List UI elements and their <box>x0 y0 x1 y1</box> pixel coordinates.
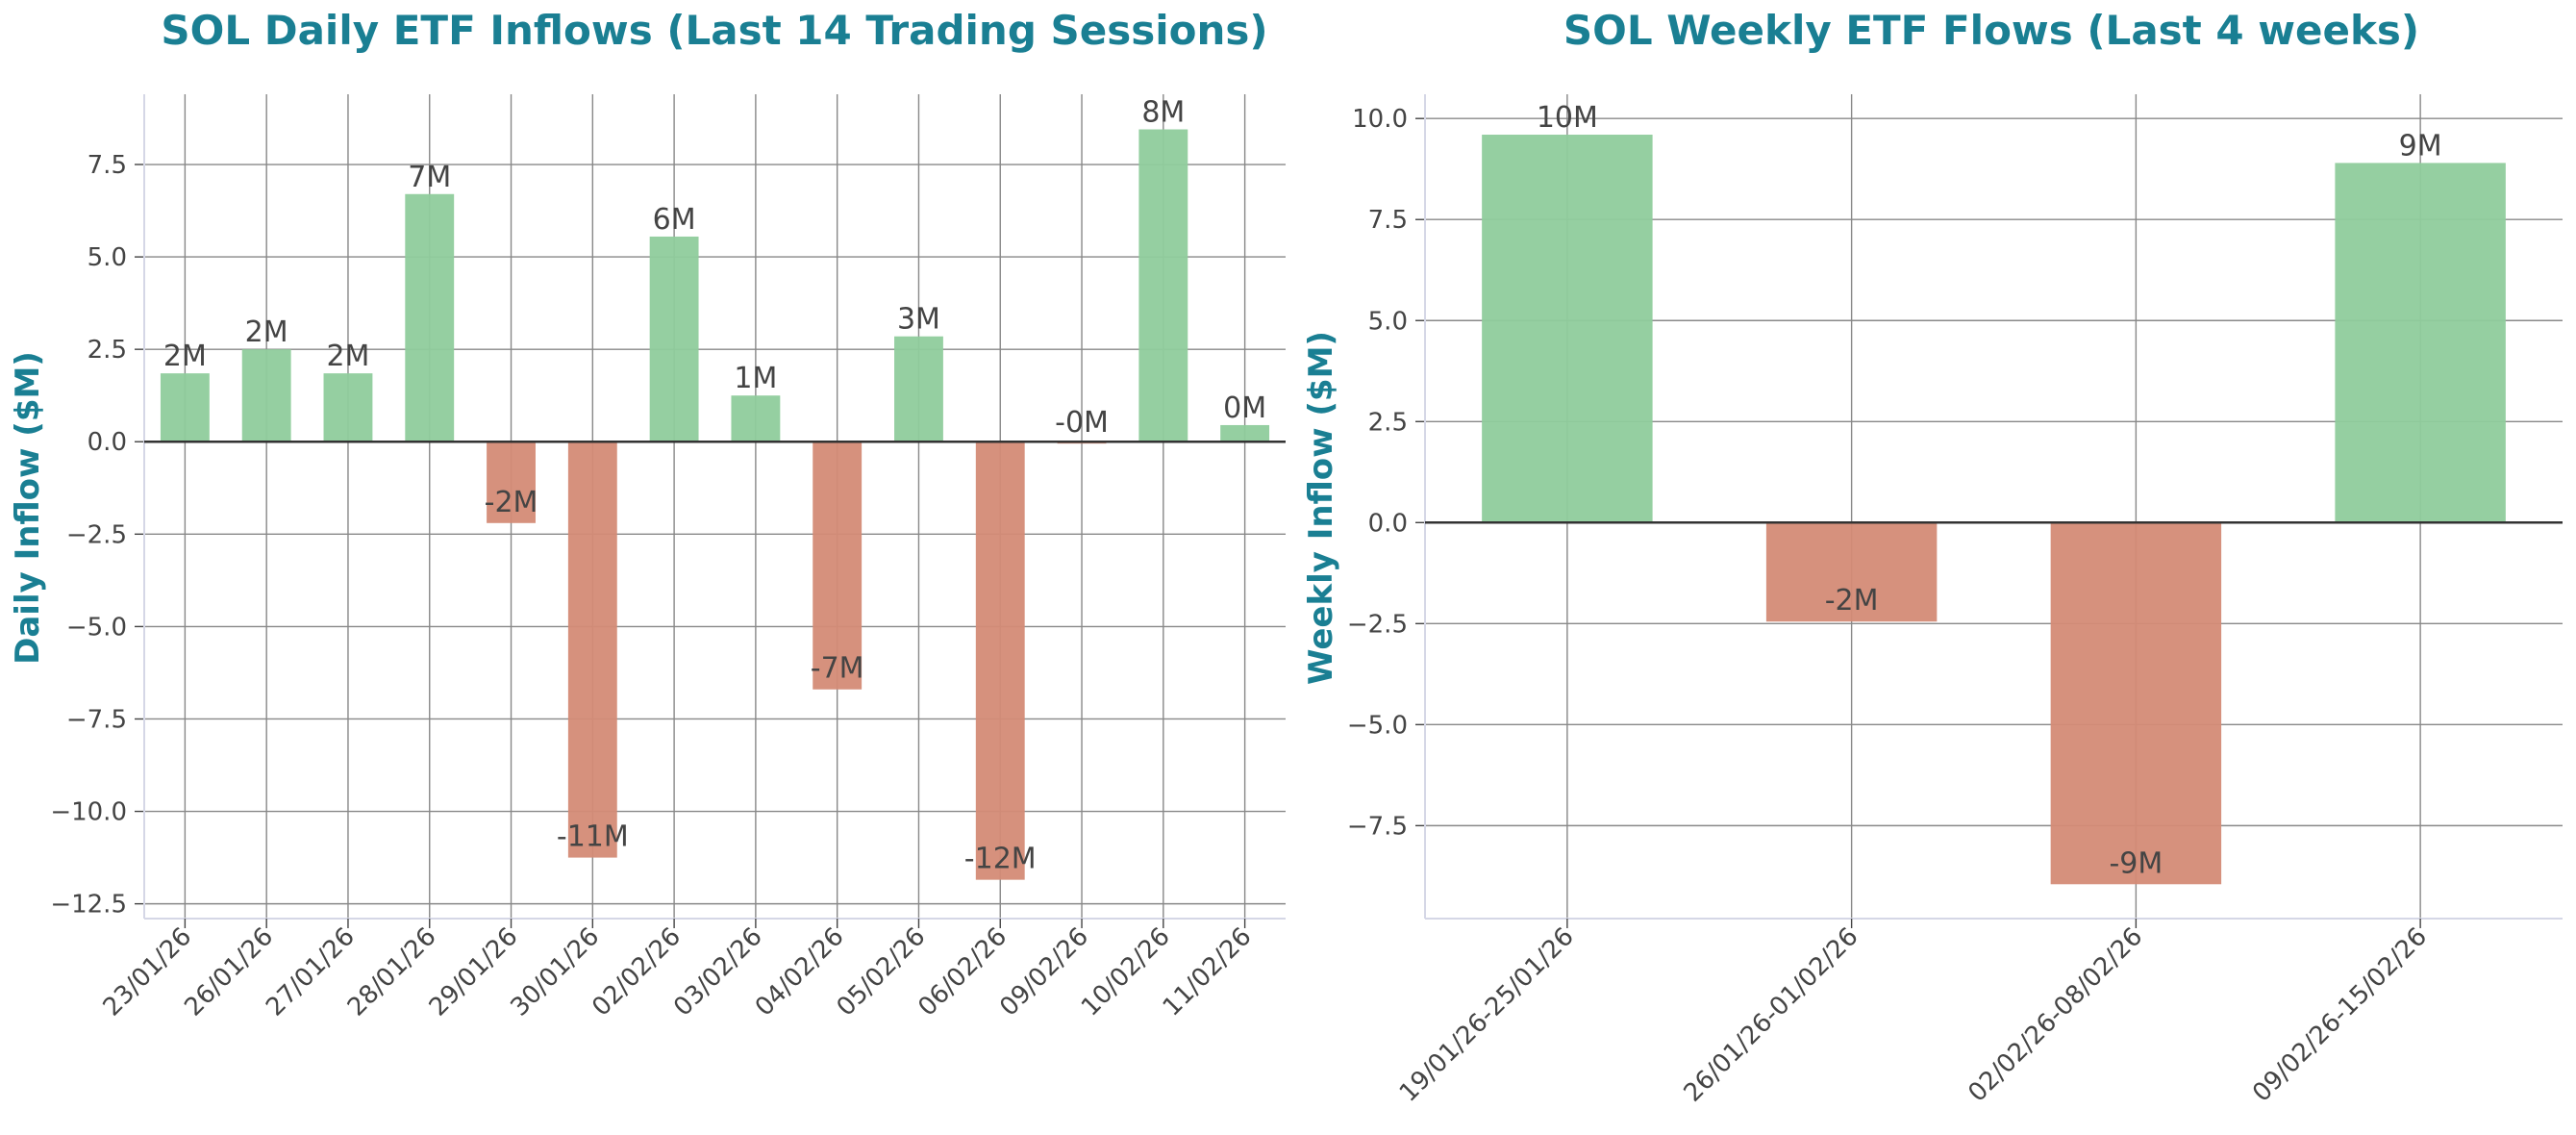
bar <box>649 236 699 442</box>
data-label: -12M <box>964 843 1037 876</box>
data-label: 10M <box>1537 101 1598 135</box>
y-tick-label: −2.5 <box>66 520 127 549</box>
x-tick-label: 27/01/26 <box>261 922 361 1022</box>
y-tick-label: 2.5 <box>1368 408 1408 437</box>
data-label: 2M <box>245 315 288 349</box>
y-tick-label: −7.5 <box>66 705 127 734</box>
data-label: 3M <box>897 303 940 337</box>
x-tick-label: 11/02/26 <box>1158 922 1258 1022</box>
x-tick-label: 03/02/26 <box>668 922 768 1022</box>
data-label: 2M <box>163 340 207 373</box>
bar <box>160 373 210 442</box>
x-tick-label: 05/02/26 <box>832 922 932 1022</box>
y-tick-label: 2.5 <box>88 336 127 365</box>
data-label: 1M <box>734 362 777 395</box>
bar <box>1482 135 1653 523</box>
y-tick-label: −2.5 <box>1347 610 1408 639</box>
data-label: 7M <box>408 161 451 194</box>
data-label: 0M <box>1223 391 1266 425</box>
y-tick-label: 10.0 <box>1352 105 1408 134</box>
data-label: -7M <box>811 652 864 686</box>
y-tick-label: 7.5 <box>1368 206 1408 235</box>
data-label: -2M <box>1825 584 1879 618</box>
x-tick-label: 29/01/26 <box>424 922 524 1022</box>
weekly-chart-title: SOL Weekly ETF Flows (Last 4 weeks) <box>1563 7 2419 54</box>
data-label: 6M <box>653 203 696 237</box>
x-tick-label: 28/01/26 <box>342 922 442 1022</box>
data-label: -0M <box>1055 406 1109 440</box>
bar <box>1220 424 1270 442</box>
data-label: 8M <box>1141 96 1185 130</box>
x-tick-label: 02/02/26-08/02/26 <box>1963 922 2148 1108</box>
weekly-y-axis-label: Weekly Inflow ($M) <box>1302 331 1340 685</box>
daily-inflows-chart: SOL Daily ETF Inflows (Last 14 Trading S… <box>9 7 1286 1022</box>
bar <box>487 441 536 523</box>
data-label: -11M <box>557 820 629 854</box>
y-tick-label: −5.0 <box>66 613 127 642</box>
bar <box>1138 129 1188 442</box>
y-tick-label: 0.0 <box>88 428 127 457</box>
y-tick-label: 5.0 <box>1368 307 1408 336</box>
data-label: -2M <box>485 486 538 519</box>
x-tick-label: 10/02/26 <box>1076 922 1176 1022</box>
x-tick-label: 04/02/26 <box>750 922 850 1022</box>
x-tick-label: 02/02/26 <box>587 922 687 1022</box>
x-tick-label: 26/01/26 <box>179 922 279 1022</box>
bar <box>975 441 1025 880</box>
x-tick-label: 09/02/26 <box>994 922 1094 1022</box>
bar <box>2335 163 2506 523</box>
weekly-flows-chart: SOL Weekly ETF Flows (Last 4 weeks) Week… <box>1302 7 2563 1108</box>
daily-y-axis-label: Daily Inflow ($M) <box>9 351 47 665</box>
y-tick-label: −12.5 <box>50 891 127 920</box>
bar <box>2050 522 2222 885</box>
bar <box>567 441 617 858</box>
bar <box>323 373 373 442</box>
y-tick-label: −7.5 <box>1347 812 1408 841</box>
x-tick-label: 23/01/26 <box>98 922 198 1022</box>
x-tick-label: 30/01/26 <box>505 922 605 1022</box>
y-tick-label: −5.0 <box>1347 711 1408 740</box>
y-tick-label: −10.0 <box>50 798 127 827</box>
bar <box>1765 522 1938 622</box>
data-label: 2M <box>326 340 369 373</box>
x-tick-label: 19/01/26-25/01/26 <box>1394 922 1580 1108</box>
bar <box>894 336 943 442</box>
bar <box>405 193 455 442</box>
data-label: 9M <box>2399 129 2442 163</box>
x-tick-label: 09/02/26-15/02/26 <box>2247 922 2433 1108</box>
bar <box>241 349 291 442</box>
daily-chart-title: SOL Daily ETF Inflows (Last 14 Trading S… <box>161 7 1267 54</box>
x-tick-label: 06/02/26 <box>913 922 1013 1022</box>
bar <box>813 441 863 690</box>
y-tick-label: 7.5 <box>88 151 127 180</box>
y-tick-label: 5.0 <box>88 243 127 272</box>
x-tick-label: 26/01/26-01/02/26 <box>1679 922 1864 1108</box>
bar <box>731 395 781 442</box>
y-tick-label: 0.0 <box>1368 509 1408 538</box>
data-label: -9M <box>2109 846 2163 880</box>
